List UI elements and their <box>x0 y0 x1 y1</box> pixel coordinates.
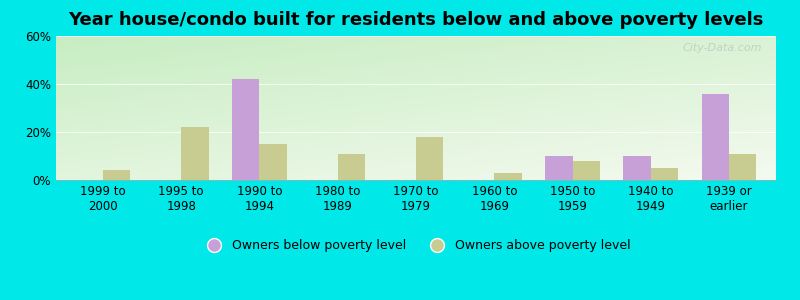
Bar <box>702 94 729 180</box>
Bar <box>103 170 130 180</box>
Legend: Owners below poverty level, Owners above poverty level: Owners below poverty level, Owners above… <box>197 234 635 257</box>
Bar <box>623 156 650 180</box>
Text: City-Data.com: City-Data.com <box>682 43 762 53</box>
Bar <box>416 137 443 180</box>
Bar <box>259 144 287 180</box>
Bar <box>494 173 522 180</box>
Bar <box>232 79 259 180</box>
Bar <box>729 154 757 180</box>
Bar <box>650 168 678 180</box>
Title: Year house/condo built for residents below and above poverty levels: Year house/condo built for residents bel… <box>68 11 764 29</box>
Bar <box>338 154 365 180</box>
Bar <box>182 127 209 180</box>
Bar <box>573 161 600 180</box>
Bar <box>545 156 573 180</box>
